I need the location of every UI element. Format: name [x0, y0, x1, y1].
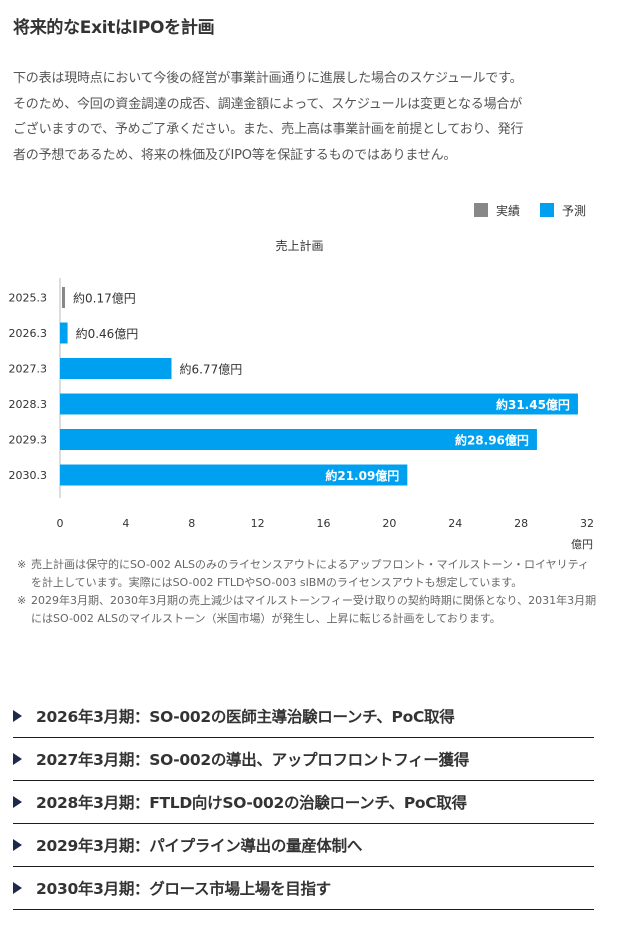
x-tick-label: 32: [580, 517, 594, 530]
category-label: 2029.3: [9, 434, 48, 447]
category-label: 2026.3: [9, 327, 48, 340]
intro-line: そのため、今回の資金調達の成否、調達金額によって、スケジュールは変更となる場合が: [13, 96, 523, 112]
chart-notes: ※ 売上計画は保守的にSO-002 ALSのみのライセンスアウトによるアップフロ…: [17, 556, 597, 628]
x-tick-label: 24: [448, 517, 462, 530]
legend-swatch: [540, 203, 554, 217]
triangle-right-icon: [13, 839, 22, 851]
x-tick-label: 12: [251, 517, 265, 530]
x-tick-label: 28: [514, 517, 528, 530]
legend-label: 実績: [496, 203, 520, 218]
category-label: 2028.3: [9, 398, 48, 411]
legend-swatch: [474, 203, 488, 217]
bar: [62, 287, 65, 308]
category-label: 2030.3: [9, 469, 48, 482]
note-mark: ※: [17, 594, 27, 607]
bar: [60, 322, 68, 344]
intro-line: 下の表は現時点において今後の経営が事業計画通りに進展した場合のスケジュールです。: [13, 71, 523, 86]
category-label: 2025.3: [9, 292, 48, 305]
note-text: 2029年3月期、2030年3月期の売上減少はマイルストーンフィー受け取りの契約…: [31, 594, 597, 625]
legend-label: 予測: [562, 204, 586, 218]
x-tick-label: 16: [317, 517, 331, 530]
milestone-item[interactable]: 2029年3月期：パイプライン導出の量産体制へ: [13, 824, 594, 867]
milestone-item[interactable]: 2027年3月期：SO-002の導出、アップロフロントフィー獲得: [13, 738, 594, 781]
milestone-item[interactable]: 2028年3月期：FTLD向けSO-002の治験ローンチ、PoC取得: [13, 781, 594, 824]
bar: [60, 393, 578, 415]
chart-title: 売上計画: [275, 238, 323, 253]
data-label: 約0.46億円: [76, 326, 139, 341]
note-text: 売上計画は保守的にSO-002 ALSのみのライセンスアウトによるアップフロント…: [31, 558, 589, 589]
data-label: 約6.77億円: [179, 362, 242, 377]
data-label: 約31.45億円: [496, 397, 570, 412]
milestone-item[interactable]: 2026年3月期：SO-002の医師主導治験ローンチ、PoC取得: [13, 694, 594, 738]
data-label: 約0.17億円: [73, 291, 136, 306]
note-item: ※ 2029年3月期、2030年3月期の売上減少はマイルストーンフィー受け取りの…: [17, 592, 597, 628]
page-title: 将来的なExitはIPOを計画: [13, 18, 215, 38]
milestone-label: 2026年3月期：SO-002の医師主導治験ローンチ、PoC取得: [36, 707, 455, 726]
milestone-label: 2028年3月期：FTLD向けSO-002の治験ローンチ、PoC取得: [36, 794, 467, 812]
x-tick-label: 8: [188, 517, 195, 530]
intro-text: 下の表は現時点において今後の経営が事業計画通りに進展した場合のスケジュールです。…: [13, 66, 605, 168]
x-axis-label: 億円: [571, 538, 593, 551]
intro-line: ございますので、予めご了承ください。また、売上高は事業計画を前提としており、発行: [13, 122, 524, 137]
triangle-right-icon: [13, 753, 22, 765]
triangle-right-icon: [13, 882, 22, 894]
intro-line: 者の予想であるため、将来の株価及びIPO等を保証するものではありません。: [13, 147, 457, 163]
data-label: 約28.96億円: [455, 433, 529, 448]
x-tick-label: 20: [382, 517, 396, 530]
bar: [60, 429, 537, 450]
milestone-label: 2027年3月期：SO-002の導出、アップロフロントフィー獲得: [36, 751, 469, 769]
x-tick-label: 0: [57, 517, 64, 530]
bar: [60, 358, 172, 379]
milestone-label: 2030年3月期：グロース市場上場を目指す: [36, 880, 331, 898]
milestone-list: 2026年3月期：SO-002の医師主導治験ローンチ、PoC取得 2027年3月…: [13, 694, 594, 910]
note-mark: ※: [17, 558, 27, 571]
data-label: 約21.09億円: [325, 468, 399, 483]
milestone-item[interactable]: 2030年3月期：グロース市場上場を目指す: [13, 867, 594, 910]
triangle-right-icon: [13, 796, 22, 808]
x-tick-label: 4: [122, 517, 129, 530]
bar: [60, 464, 408, 486]
triangle-right-icon: [13, 709, 22, 722]
note-item: ※ 売上計画は保守的にSO-002 ALSのみのライセンスアウトによるアップフロ…: [17, 556, 597, 592]
milestone-label: 2029年3月期：パイプライン導出の量産体制へ: [36, 837, 363, 855]
category-label: 2027.3: [9, 363, 48, 376]
